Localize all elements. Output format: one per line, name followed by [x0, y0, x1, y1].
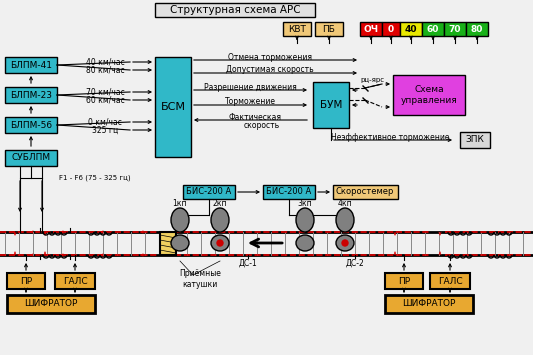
Bar — [333, 185, 398, 199]
Text: 0: 0 — [388, 24, 394, 33]
Bar — [422, 22, 444, 36]
Ellipse shape — [296, 208, 314, 232]
Bar — [400, 22, 422, 36]
Text: КВТ: КВТ — [288, 24, 306, 33]
Text: ОЧ: ОЧ — [364, 24, 378, 33]
Ellipse shape — [336, 235, 354, 251]
Text: ШИФРАТОР: ШИФРАТОР — [25, 300, 78, 308]
Bar — [466, 22, 488, 36]
Text: 40 км/час: 40 км/час — [86, 58, 124, 66]
Ellipse shape — [296, 235, 314, 251]
Text: Допустимая скорость: Допустимая скорость — [226, 66, 314, 75]
Text: 4кп: 4кп — [337, 200, 352, 208]
Ellipse shape — [336, 208, 354, 232]
Ellipse shape — [211, 208, 229, 232]
Text: 60 км/час: 60 км/час — [86, 95, 124, 104]
Text: 1кп: 1кп — [173, 200, 187, 208]
Text: ПР: ПР — [398, 277, 410, 285]
Text: 80 км/час: 80 км/час — [86, 66, 124, 75]
Circle shape — [342, 240, 348, 246]
Bar — [7, 273, 45, 289]
Bar — [385, 273, 423, 289]
Text: ЗПК: ЗПК — [465, 136, 484, 144]
Text: 70 км/час: 70 км/час — [86, 87, 124, 97]
Text: Фактическая: Фактическая — [229, 113, 281, 121]
Text: БИС-200 А: БИС-200 А — [266, 187, 312, 197]
Text: Отмена торможения: Отмена торможения — [228, 53, 312, 61]
Text: F1 - F6 (75 - 325 гц): F1 - F6 (75 - 325 гц) — [59, 175, 131, 181]
Bar — [382, 22, 400, 36]
Text: 70: 70 — [449, 24, 461, 33]
Bar — [5, 117, 57, 133]
Bar — [385, 295, 473, 313]
Text: БСМ: БСМ — [160, 102, 185, 112]
Ellipse shape — [211, 235, 229, 251]
Bar — [7, 295, 95, 313]
Text: Приёмные
катушки: Приёмные катушки — [179, 269, 221, 289]
Text: Схема
управления: Схема управления — [401, 85, 457, 105]
Bar — [315, 22, 343, 36]
Bar — [160, 232, 176, 255]
Text: ДС-2: ДС-2 — [345, 258, 365, 268]
Text: ШИФРАТОР: ШИФРАТОР — [402, 300, 456, 308]
Text: рц-ярс: рц-ярс — [360, 77, 384, 83]
Bar — [5, 57, 57, 73]
Text: 2кп: 2кп — [213, 200, 227, 208]
Text: БУМ: БУМ — [320, 100, 342, 110]
Text: ПБ: ПБ — [322, 24, 335, 33]
Bar — [360, 22, 382, 36]
Text: БЛПМ-56: БЛПМ-56 — [10, 120, 52, 130]
Bar — [393, 75, 465, 115]
Text: БЛПМ-23: БЛПМ-23 — [10, 91, 52, 99]
Text: ДС-1: ДС-1 — [239, 258, 257, 268]
Text: 40: 40 — [405, 24, 417, 33]
Bar — [263, 185, 315, 199]
Bar — [313, 82, 349, 128]
Text: БИС-200 А: БИС-200 А — [187, 187, 232, 197]
Bar — [55, 273, 95, 289]
Bar — [5, 150, 57, 166]
Text: БЛПМ-41: БЛПМ-41 — [10, 60, 52, 70]
Bar — [155, 3, 315, 17]
Bar — [5, 87, 57, 103]
Text: Разрешение движения: Разрешение движения — [204, 82, 296, 92]
Text: Скоростемер: Скоростемер — [336, 187, 394, 197]
Bar — [460, 132, 490, 148]
Text: Торможение: Торможение — [224, 98, 276, 106]
Text: ПР: ПР — [20, 277, 32, 285]
Text: СУБЛПМ: СУБЛПМ — [11, 153, 51, 163]
Text: 0 км/час: 0 км/час — [88, 118, 122, 126]
Text: скорость: скорость — [244, 121, 280, 131]
Ellipse shape — [171, 235, 189, 251]
Bar — [430, 273, 470, 289]
Text: 80: 80 — [471, 24, 483, 33]
Text: 3кп: 3кп — [297, 200, 312, 208]
Bar — [283, 22, 311, 36]
Bar — [155, 57, 191, 157]
Text: Неэффективное торможение: Неэффективное торможение — [331, 132, 449, 142]
Bar — [444, 22, 466, 36]
Ellipse shape — [171, 208, 189, 232]
Text: Структурная схема АРС: Структурная схема АРС — [169, 5, 300, 15]
Bar — [183, 185, 235, 199]
Text: ГАЛС: ГАЛС — [63, 277, 87, 285]
Text: 325 гц: 325 гц — [92, 126, 118, 135]
Text: ГАЛС: ГАЛС — [438, 277, 462, 285]
Circle shape — [217, 240, 223, 246]
Text: 60: 60 — [427, 24, 439, 33]
